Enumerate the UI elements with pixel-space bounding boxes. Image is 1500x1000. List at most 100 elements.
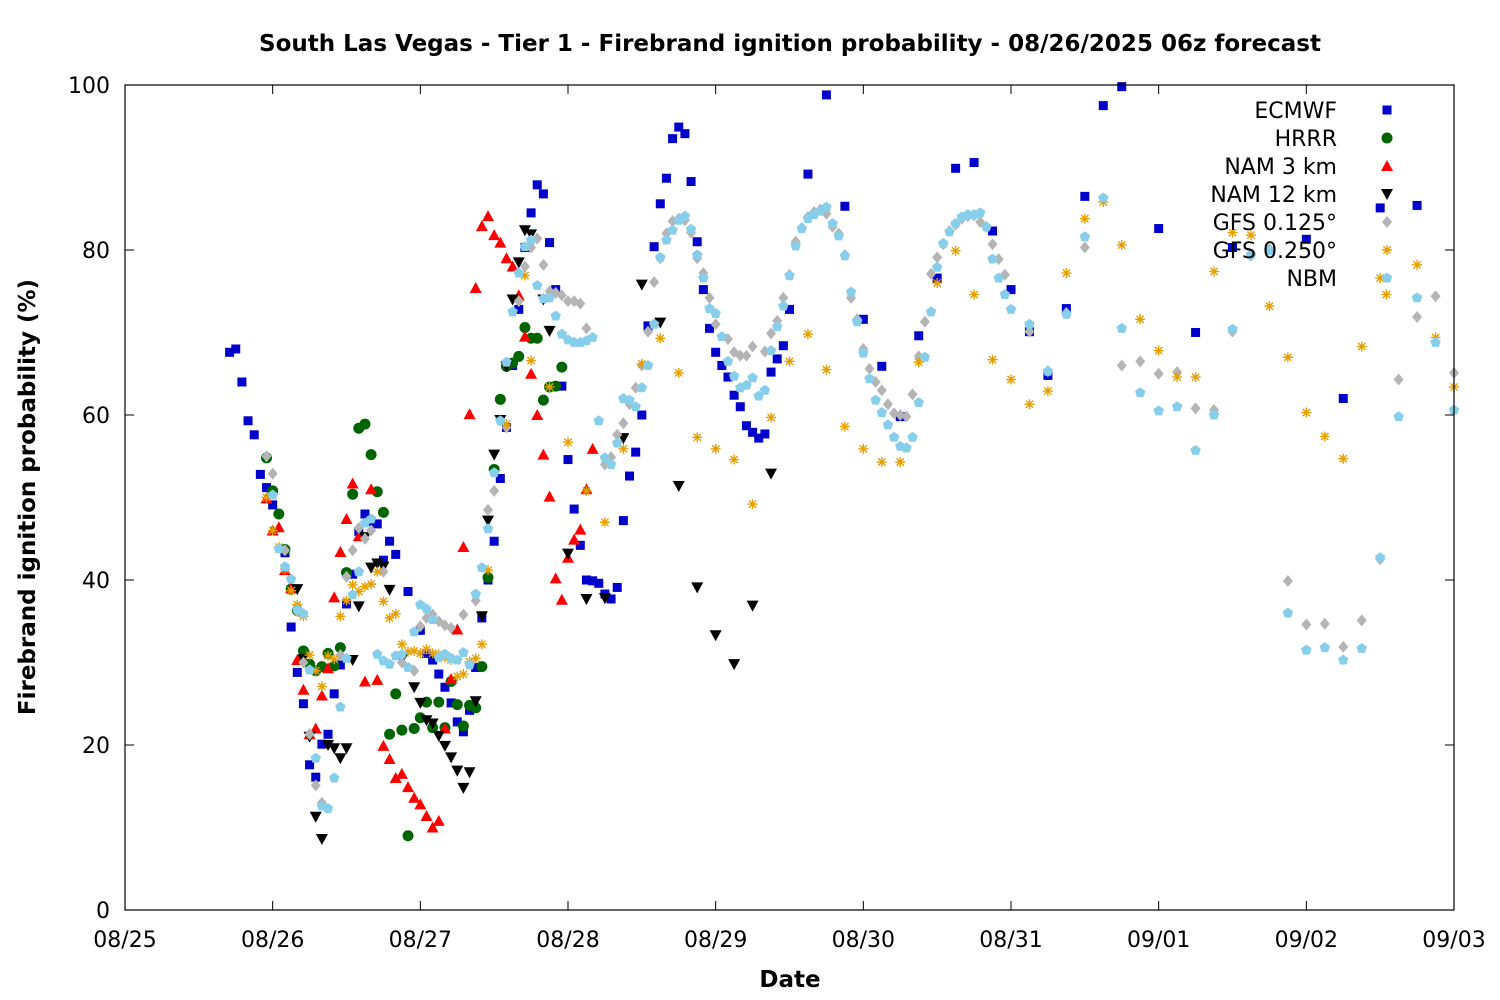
data-point	[1024, 318, 1035, 329]
data-point	[544, 292, 555, 303]
data-point	[353, 566, 365, 577]
data-point	[672, 480, 685, 492]
data-point	[1190, 372, 1201, 383]
data-point	[268, 500, 278, 510]
data-point	[383, 753, 396, 765]
data-point	[334, 545, 347, 557]
plot-area	[225, 82, 1460, 846]
data-point	[415, 648, 426, 659]
data-point	[882, 398, 893, 411]
data-point	[347, 488, 359, 500]
data-point	[1282, 574, 1293, 587]
data-point	[1006, 374, 1016, 385]
legend-label: NAM 12 km	[1210, 183, 1337, 208]
x-tick-label: 08/31	[979, 928, 1042, 953]
data-point	[353, 586, 364, 597]
data-point	[243, 416, 253, 426]
data-point	[919, 315, 930, 328]
data-point	[821, 201, 832, 212]
y-axis-title: Firebrand ignition probability (%)	[15, 279, 41, 715]
legend-marker	[1382, 216, 1392, 228]
data-point	[556, 361, 568, 373]
data-point	[858, 443, 869, 454]
data-point	[1412, 200, 1422, 210]
data-point	[925, 306, 937, 317]
data-point	[1227, 323, 1238, 334]
data-point	[255, 469, 265, 479]
data-point	[470, 653, 481, 664]
data-point	[427, 648, 438, 659]
data-point	[611, 437, 623, 448]
data-point	[421, 644, 432, 655]
data-point	[969, 289, 980, 300]
data-point	[433, 696, 445, 708]
data-point	[378, 555, 388, 565]
data-point	[408, 723, 420, 734]
data-point	[711, 347, 721, 357]
data-point	[1356, 341, 1367, 352]
data-point	[408, 682, 421, 694]
data-point	[489, 536, 499, 546]
y-tick-label: 20	[82, 734, 110, 759]
data-point	[365, 513, 377, 524]
data-point	[624, 394, 635, 405]
data-point	[348, 569, 358, 579]
data-point	[1190, 402, 1201, 415]
data-point	[1301, 234, 1311, 244]
data-point	[390, 608, 401, 619]
data-point	[372, 648, 383, 659]
data-point	[876, 384, 887, 397]
data-point	[772, 354, 782, 364]
data-point	[778, 341, 788, 351]
data-point	[901, 442, 912, 453]
data-point	[760, 429, 770, 439]
data-point	[452, 671, 463, 682]
data-point	[519, 241, 531, 252]
data-point	[723, 372, 733, 382]
data-point	[1381, 289, 1392, 300]
data-point	[562, 548, 574, 560]
data-point	[999, 289, 1011, 299]
data-point	[341, 652, 352, 663]
data-point	[494, 236, 507, 248]
legend-marker	[1382, 105, 1392, 115]
legend-marker	[1381, 189, 1393, 200]
data-point	[438, 740, 451, 752]
data-point	[1153, 405, 1164, 416]
data-point	[864, 362, 875, 375]
data-point	[371, 558, 384, 570]
data-point	[304, 664, 315, 675]
data-point	[371, 673, 384, 685]
data-point	[1135, 355, 1146, 368]
data-point	[679, 210, 691, 221]
data-point	[759, 384, 771, 395]
data-point	[1209, 266, 1220, 277]
data-point	[494, 393, 506, 405]
data-point	[476, 562, 488, 573]
data-point	[1430, 336, 1441, 347]
legend-label: GFS 0.250°	[1213, 239, 1337, 264]
data-point	[1264, 301, 1275, 312]
data-point	[359, 581, 370, 592]
data-point	[1079, 231, 1091, 242]
data-point	[358, 675, 371, 687]
data-point	[506, 294, 519, 306]
data-point	[262, 483, 272, 493]
data-point	[550, 310, 561, 321]
data-point	[969, 158, 979, 168]
data-point	[581, 485, 592, 496]
data-point	[950, 218, 961, 229]
data-point	[1153, 367, 1164, 380]
data-point	[588, 576, 598, 586]
data-point	[840, 201, 850, 211]
data-point	[525, 367, 538, 379]
data-point	[482, 523, 494, 534]
data-point	[612, 582, 622, 592]
data-point	[482, 210, 495, 222]
data-point	[464, 659, 475, 670]
data-point	[414, 798, 427, 810]
data-point	[728, 659, 741, 671]
data-point	[408, 626, 420, 637]
